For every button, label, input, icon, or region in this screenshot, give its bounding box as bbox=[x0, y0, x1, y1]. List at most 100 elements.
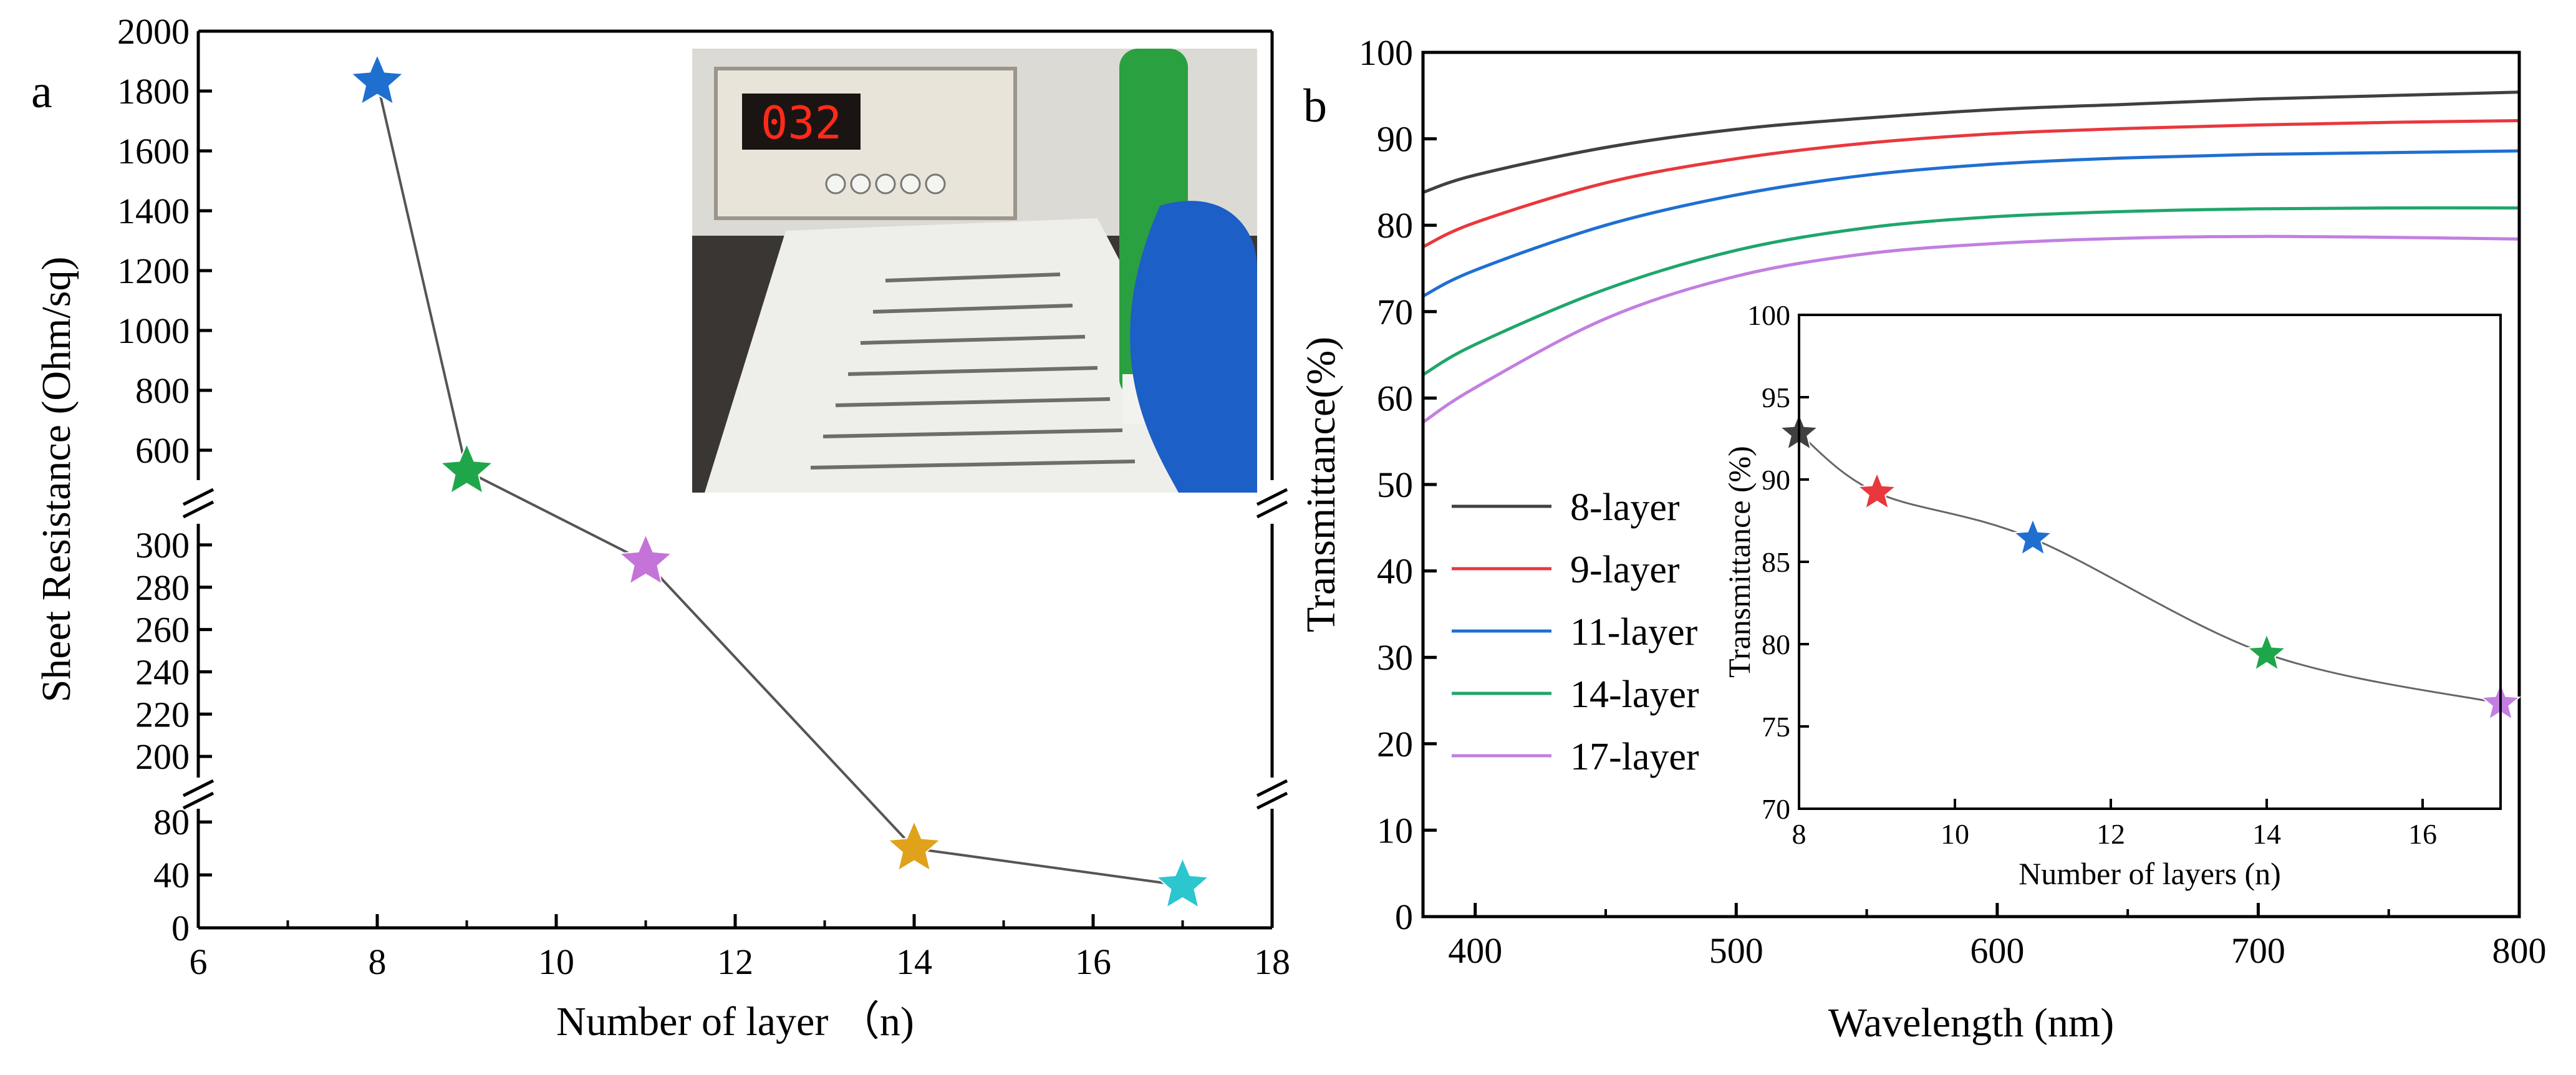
y-tick-label: 40 bbox=[1377, 551, 1413, 592]
legend-label: 17-layer bbox=[1570, 736, 1699, 778]
plot-frame bbox=[1421, 51, 2521, 918]
y-axis-label-b: Transmittance(%) bbox=[1298, 337, 1344, 632]
y-tick-label: 280 bbox=[135, 567, 190, 608]
inset-y-tick-label: 90 bbox=[1762, 464, 1790, 496]
meter-knob bbox=[925, 173, 946, 195]
x-tick-label: 800 bbox=[2492, 930, 2547, 971]
inset-y-tick-label: 75 bbox=[1762, 711, 1790, 743]
meter-knob bbox=[825, 173, 846, 195]
meter-knob bbox=[875, 173, 896, 195]
y-tick-label: 1000 bbox=[117, 311, 190, 351]
legend-label: 8-layer bbox=[1570, 486, 1680, 529]
y-tick-label: 70 bbox=[1377, 292, 1413, 332]
axis-break-mark bbox=[182, 779, 215, 798]
y-tick-label: 0 bbox=[1395, 897, 1413, 937]
x-tick-label: 500 bbox=[1709, 930, 1763, 971]
y-tick-label: 20 bbox=[1377, 724, 1413, 764]
data-point-star bbox=[349, 53, 405, 106]
y-tick-label: 260 bbox=[135, 610, 190, 650]
inset-y-tick-label: 85 bbox=[1762, 546, 1790, 578]
y-tick-label: 100 bbox=[1359, 32, 1413, 73]
printed-paper bbox=[705, 218, 1241, 493]
data-point-star bbox=[439, 442, 494, 495]
inset-x-tick-label: 10 bbox=[1941, 818, 1969, 850]
y-tick-label: 0 bbox=[171, 908, 190, 948]
x-tick-label: 16 bbox=[1075, 942, 1111, 982]
x-axis-label-a: Number of layer （n) bbox=[556, 999, 914, 1044]
inset-y-tick-label: 100 bbox=[1747, 299, 1790, 331]
y-tick-label: 30 bbox=[1377, 637, 1413, 678]
inset-data-point-star bbox=[2246, 632, 2287, 672]
inset-x-tick-label: 8 bbox=[1792, 818, 1807, 850]
axis-break-mark bbox=[1256, 488, 1288, 506]
inset-curve bbox=[1798, 432, 2501, 705]
y-tick-label: 220 bbox=[135, 694, 190, 735]
x-tick-label: 6 bbox=[190, 942, 208, 982]
inset-x-tick-label: 16 bbox=[2408, 818, 2437, 850]
series-line bbox=[1422, 90, 2520, 194]
y-tick-label: 240 bbox=[135, 652, 190, 692]
legend-label: 9-layer bbox=[1570, 549, 1680, 591]
series-line bbox=[1422, 206, 2520, 377]
x-tick-label: 10 bbox=[538, 942, 574, 982]
inset-y-tick-label: 80 bbox=[1762, 629, 1790, 660]
x-tick-label: 12 bbox=[717, 942, 753, 982]
axis-break-mark bbox=[1256, 791, 1288, 810]
data-point-star bbox=[1155, 856, 1210, 909]
inset-frame bbox=[1798, 314, 2502, 810]
y-tick-label: 10 bbox=[1377, 810, 1413, 851]
data-point-star bbox=[618, 533, 673, 586]
probe-meter-photo: 032 bbox=[692, 49, 1257, 493]
chart-panel-b: 400 500 600 700 800 0 10 20 30 40 50 60 70 80 90 100 Wa… bbox=[1298, 32, 2547, 1046]
y-tick-label: 60 bbox=[1377, 378, 1413, 418]
inset-x-tick-label: 12 bbox=[2096, 818, 2125, 850]
legend: 8-layer 9-layer 11-layer 14-layer 17-layer bbox=[1452, 486, 1699, 778]
y-axis-label-a: Sheet Resistance (Ohm/sq) bbox=[34, 257, 79, 703]
inset-y-tick-label: 70 bbox=[1762, 793, 1790, 825]
y-tick-label: 1200 bbox=[117, 251, 190, 291]
y-tick-label: 200 bbox=[135, 736, 190, 777]
y-tick-label: 80 bbox=[1377, 205, 1413, 246]
x-tick-label: 8 bbox=[369, 942, 387, 982]
inset-y-axis-label: Transmittance (%) bbox=[1722, 446, 1757, 678]
inset-x-axis-label: Number of layers (n) bbox=[2019, 856, 2281, 891]
axis-break-mark bbox=[182, 488, 215, 506]
panel-label-b: b bbox=[1303, 80, 1327, 132]
axis-break-mark bbox=[1256, 779, 1288, 798]
y-tick-label: 1600 bbox=[117, 131, 190, 171]
y-tick-label: 90 bbox=[1377, 119, 1413, 160]
meter-knob bbox=[900, 173, 921, 195]
x-tick-label: 400 bbox=[1448, 930, 1502, 971]
y-tick-label: 2000 bbox=[117, 11, 190, 52]
series-line bbox=[1422, 119, 2520, 249]
data-point-star bbox=[886, 819, 942, 872]
x-tick-label: 600 bbox=[1970, 930, 2024, 971]
x-axis-label-b: Wavelength (nm) bbox=[1828, 1000, 2114, 1046]
gloved-hand bbox=[1130, 201, 1257, 493]
inset-chart: 8 10 12 14 16 70 75 80 85 90 95 100 Number of layer… bbox=[1722, 299, 2521, 891]
y-tick-label: 50 bbox=[1377, 465, 1413, 505]
series-line bbox=[1422, 234, 2520, 424]
y-tick-label: 1400 bbox=[117, 191, 190, 231]
x-tick-label: 700 bbox=[2231, 930, 2285, 971]
y-tick-label: 1800 bbox=[117, 71, 190, 112]
y-tick-label: 300 bbox=[135, 525, 190, 566]
series-line bbox=[1422, 149, 2520, 298]
axis-break-mark bbox=[1256, 500, 1288, 519]
y-tick-label: 80 bbox=[153, 802, 190, 842]
inset-x-tick-label: 14 bbox=[2252, 818, 2281, 850]
paper-text-lines bbox=[810, 272, 1136, 470]
x-tick-label: 18 bbox=[1254, 942, 1290, 982]
meter-display bbox=[742, 94, 861, 150]
x-tick-label: 14 bbox=[896, 942, 932, 982]
meter-knob bbox=[850, 173, 871, 195]
y-tick-label: 600 bbox=[135, 430, 190, 471]
y-tick-label: 40 bbox=[153, 855, 190, 895]
meter-display-readout: 032 bbox=[761, 97, 842, 149]
panel-label-a: a bbox=[31, 65, 52, 118]
inset-y-tick-label: 95 bbox=[1762, 382, 1790, 413]
inset-data-point-star bbox=[2012, 517, 2053, 557]
axis-break-mark bbox=[182, 500, 215, 519]
